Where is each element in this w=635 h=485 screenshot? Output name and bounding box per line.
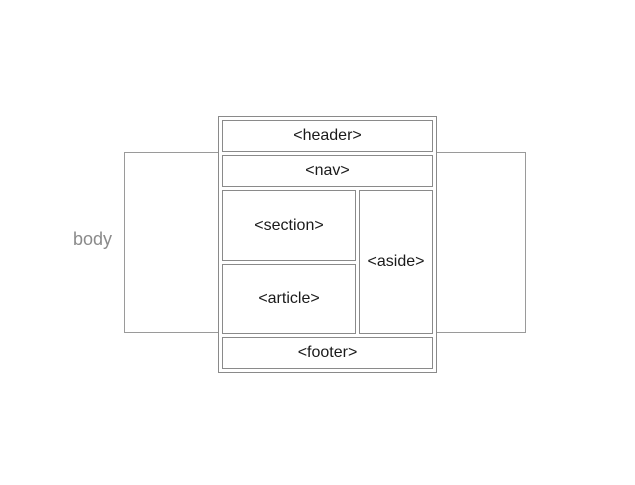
- footer-block: <footer>: [222, 337, 433, 369]
- section-label: <section>: [254, 216, 324, 234]
- section-block: <section>: [222, 190, 356, 261]
- body-label: body: [73, 229, 113, 249]
- article-label: <article>: [258, 290, 320, 307]
- header-label: <header>: [293, 127, 362, 144]
- article-block: <article>: [222, 264, 356, 334]
- nav-block: <nav>: [222, 155, 433, 187]
- footer-label: <footer>: [297, 344, 358, 361]
- header-block: <header>: [222, 120, 433, 152]
- aside-block: <aside>: [359, 190, 433, 334]
- nav-label: <nav>: [305, 162, 350, 179]
- aside-label: <aside>: [367, 253, 425, 270]
